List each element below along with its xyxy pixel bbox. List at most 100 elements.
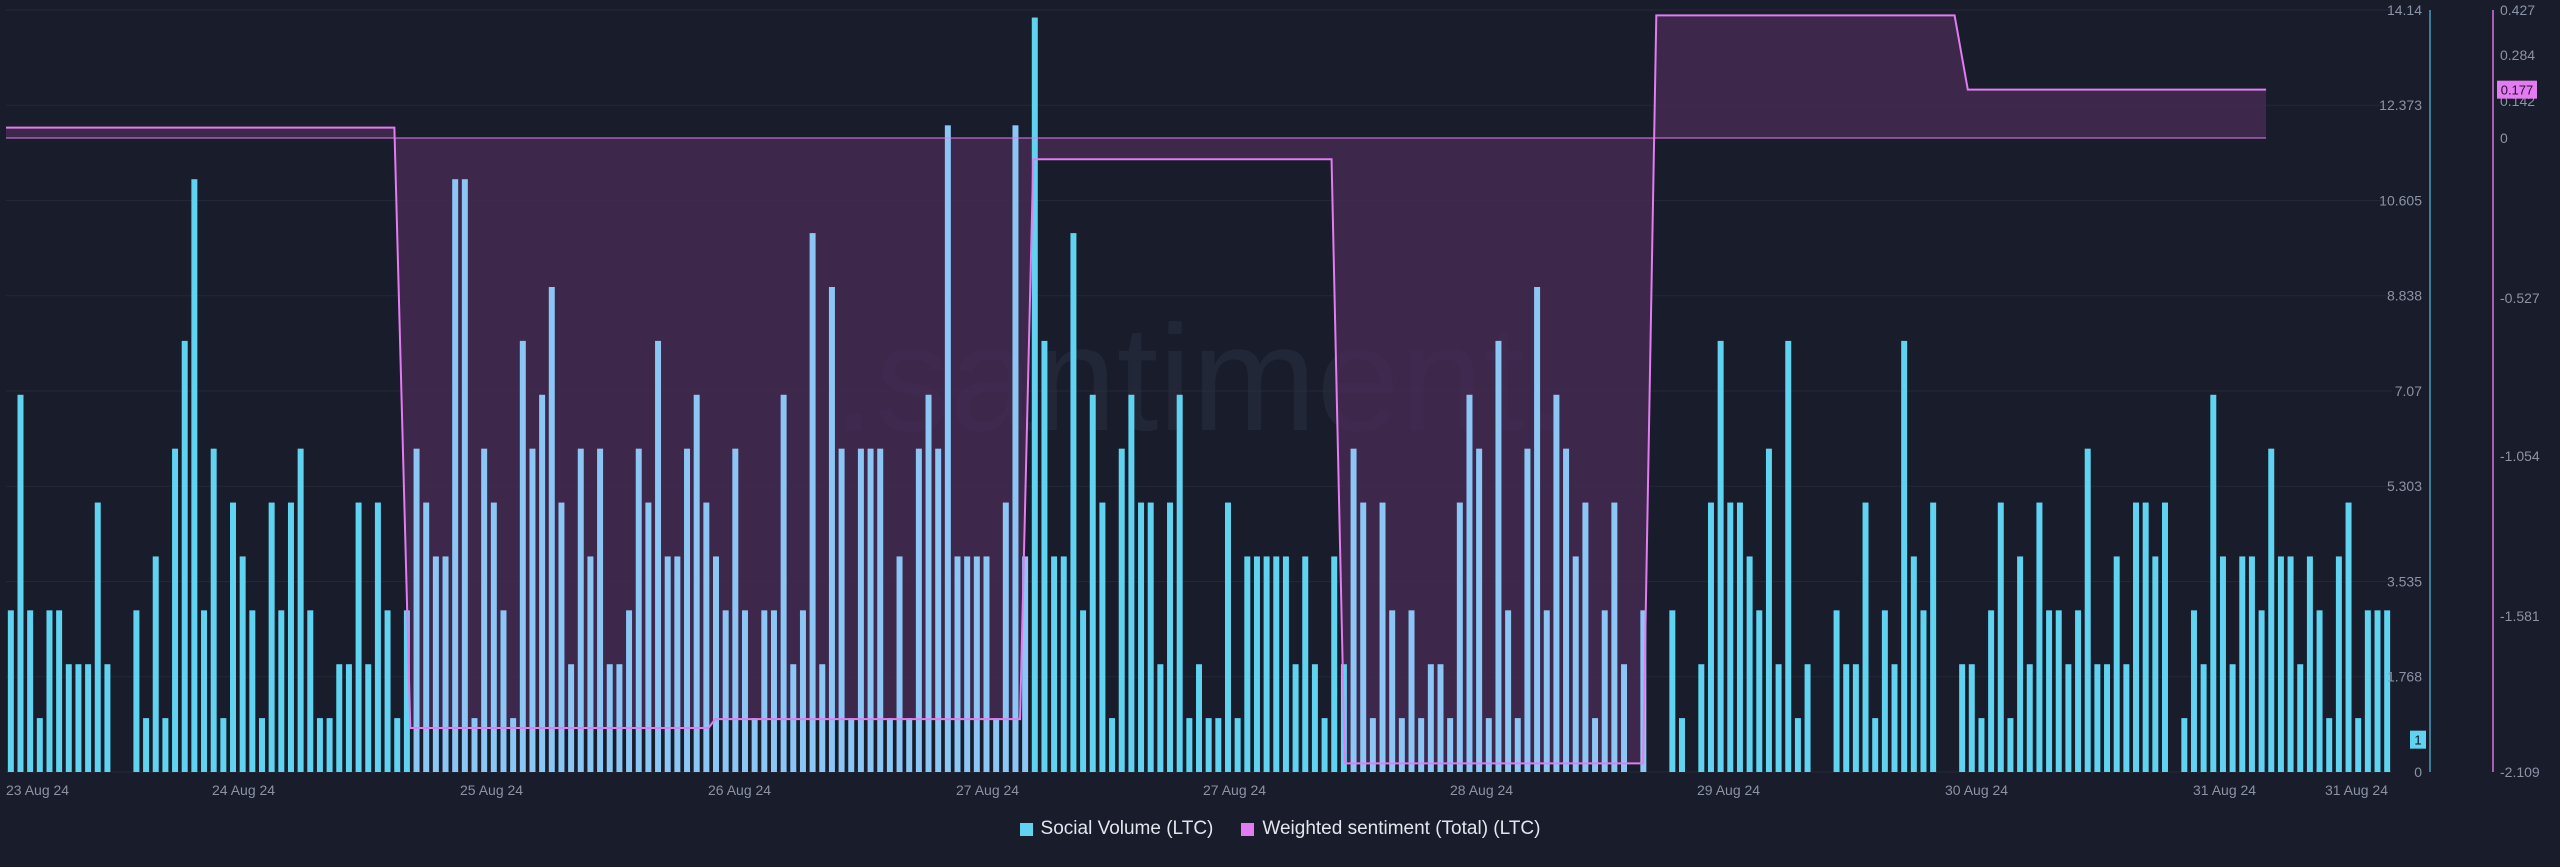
social-volume-bar	[1543, 610, 1550, 772]
social-volume-bar	[432, 556, 439, 772]
social-volume-bar	[1495, 340, 1502, 772]
social-volume-bar	[1872, 718, 1879, 772]
social-volume-bar	[1514, 718, 1521, 772]
social-volume-bar	[2287, 556, 2294, 772]
left-axis-tick-label: 3.535	[2387, 574, 2422, 590]
social-volume-bar	[1128, 394, 1135, 772]
social-volume-bar	[2190, 610, 2197, 772]
left-axis-tick-label: 7.07	[2395, 383, 2422, 399]
sentiment-current-badge	[2497, 80, 2537, 99]
social-volume-bar	[539, 394, 546, 772]
weighted-sentiment-swatch	[1241, 822, 1255, 836]
x-axis-tick-label: 24 Aug 24	[212, 782, 275, 798]
social-volume-bar	[162, 718, 169, 772]
social-volume-bar	[133, 610, 140, 772]
social-volume-bar	[1601, 610, 1608, 772]
social-volume-bar	[1099, 502, 1106, 772]
social-volume-bar	[1920, 610, 1927, 772]
social-volume-bar	[1794, 718, 1801, 772]
social-volume-bar	[983, 556, 990, 772]
right-axis-tick-label: -1.054	[2500, 448, 2540, 464]
social-volume-bar	[1427, 664, 1434, 772]
social-volume-bar	[616, 664, 623, 772]
social-volume-bar	[1369, 718, 1376, 772]
social-volume-bar	[1302, 556, 1309, 772]
sentiment-area	[6, 15, 2267, 764]
social-volume-bar	[210, 448, 217, 772]
left-axis-tick-label: 8.838	[2387, 288, 2422, 304]
social-volume-bar	[413, 448, 420, 772]
social-volume-bar	[2007, 718, 2014, 772]
social-volume-bar	[664, 556, 671, 772]
social-volume-bar	[1282, 556, 1289, 772]
social-volume-bar	[461, 179, 468, 772]
social-volume-bar	[2268, 448, 2275, 772]
social-volume-bar	[1485, 718, 1492, 772]
social-volume-bar	[510, 718, 517, 772]
social-volume-bar	[104, 664, 111, 772]
social-volume-bar	[2239, 556, 2246, 772]
social-volume-bar	[326, 718, 333, 772]
social-volume-bar	[56, 610, 63, 772]
social-volume-bar	[703, 502, 710, 772]
social-volume-bar	[1060, 556, 1067, 772]
social-volume-bar	[626, 610, 633, 772]
right-axis-tick-label: -2.109	[2500, 764, 2540, 780]
social-volume-bar	[481, 448, 488, 772]
social-volume-bar	[597, 448, 604, 772]
social-volume-bar	[2133, 502, 2140, 772]
social-volume-bar	[722, 610, 729, 772]
social-volume-bar	[36, 718, 43, 772]
social-volume-bar	[17, 394, 24, 772]
social-volume-bar	[471, 718, 478, 772]
left-axis-tick-label: 14.14	[2387, 2, 2422, 18]
social-volume-bar	[2258, 610, 2265, 772]
social-volume-bar	[2297, 664, 2304, 772]
social-volume-bar	[75, 664, 82, 772]
social-volume-bar	[1843, 664, 1850, 772]
social-volume-bar	[1833, 610, 1840, 772]
x-axis-tick-label: 26 Aug 24	[708, 782, 771, 798]
social-volume-bar	[1621, 664, 1628, 772]
social-volume-bar	[1891, 664, 1898, 772]
social-volume-bar	[732, 448, 739, 772]
social-volume-bar	[1669, 610, 1676, 772]
social-volume-bar	[1253, 556, 1260, 772]
social-volume-bar	[1553, 394, 1560, 772]
social-volume-bar	[1804, 664, 1811, 772]
social-volume-bar	[2210, 394, 2217, 772]
social-volume-bar	[2277, 556, 2284, 772]
social-volume-bar	[220, 718, 227, 772]
social-volume-bar	[1611, 502, 1618, 772]
social-volume-bar	[1147, 502, 1154, 772]
social-volume-bar	[954, 556, 961, 772]
social-volume-bar	[2306, 556, 2313, 772]
social-volume-bar	[674, 556, 681, 772]
social-volume-bar	[1070, 233, 1077, 773]
social-volume-bar	[403, 610, 410, 772]
legend-item-social-volume[interactable]: Social Volume (LTC)	[1019, 818, 1214, 840]
social-current-label: 1	[2414, 733, 2421, 748]
legend-item-weighted-sentiment[interactable]: Weighted sentiment (Total) (LTC)	[1241, 818, 1540, 840]
social-volume-bar	[1109, 718, 1116, 772]
social-volume-bar	[423, 502, 430, 772]
social-volume-bar	[1186, 718, 1193, 772]
social-volume-bar	[1679, 718, 1685, 772]
legend: Social Volume (LTC) Weighted sentiment (…	[0, 818, 2560, 840]
social-volume-bar	[713, 556, 719, 772]
sentiment-line	[6, 14, 2267, 765]
social-volume-bar	[365, 664, 372, 772]
legend-label-social-volume: Social Volume (LTC)	[1040, 818, 1214, 839]
social-volume-bar	[1022, 556, 1029, 772]
social-volume-bar	[191, 179, 198, 772]
social-volume-bar	[1292, 664, 1299, 772]
social-volume-bar	[1775, 664, 1782, 772]
social-volume-bar	[1196, 664, 1202, 772]
left-axis-tick-label: 12.373	[2379, 97, 2422, 113]
social-volume-bar	[1717, 340, 1724, 772]
social-volume-bar	[336, 664, 343, 772]
social-volume-bar	[2104, 664, 2111, 772]
social-volume-bar	[1089, 394, 1096, 772]
social-volume-bar	[1727, 502, 1734, 772]
